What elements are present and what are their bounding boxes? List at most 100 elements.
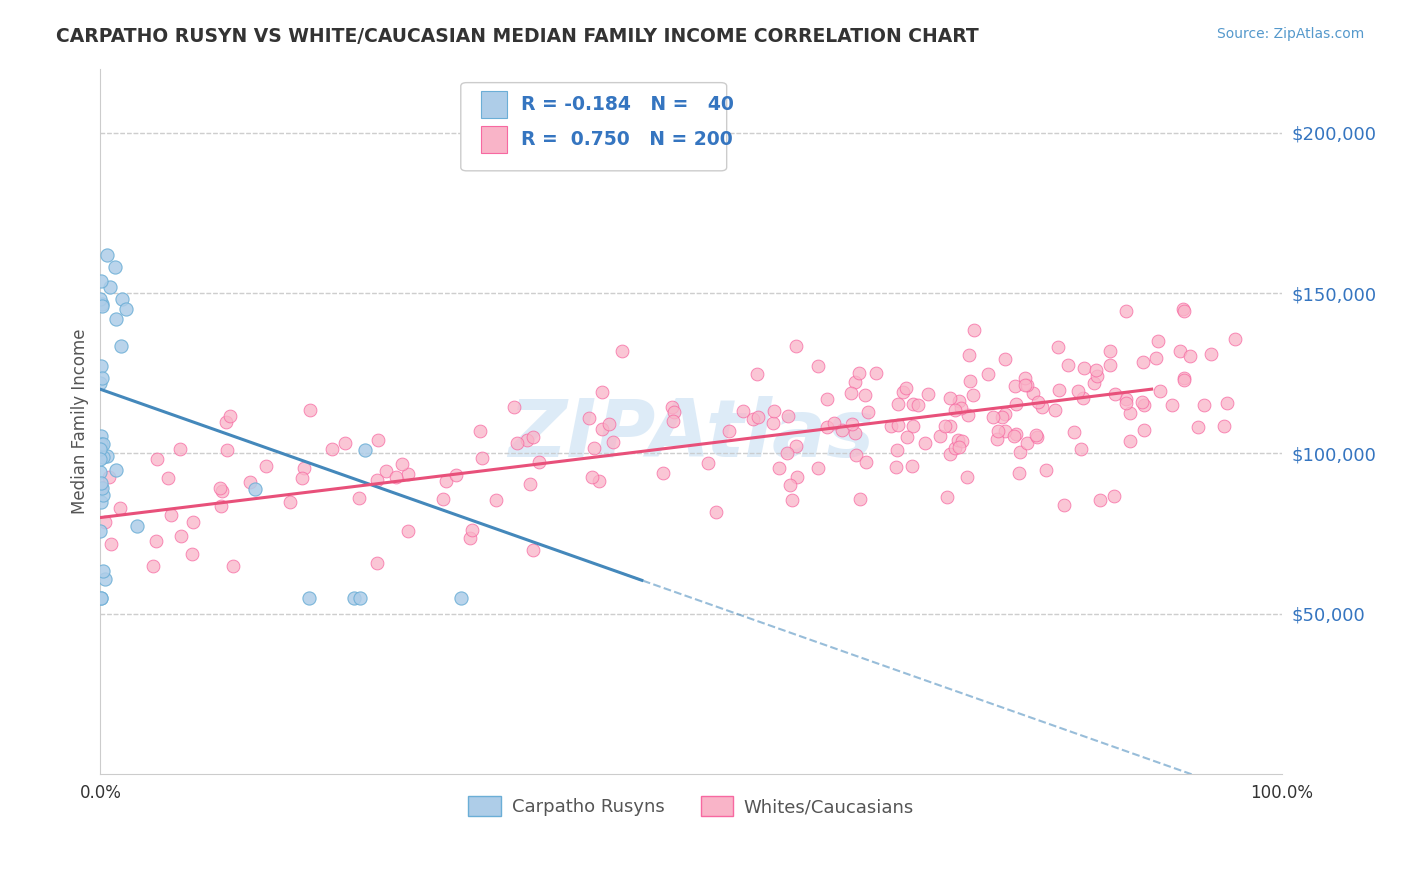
Point bbox=[90, 437, 112, 451]
Text: R =  0.750   N = 200: R = 0.750 N = 200 bbox=[522, 130, 733, 149]
Point bbox=[578, 411, 600, 425]
Point bbox=[104, 463, 127, 477]
Point bbox=[914, 435, 936, 450]
Point bbox=[90, 481, 112, 495]
Point bbox=[1199, 346, 1222, 360]
Point bbox=[209, 499, 232, 513]
Point bbox=[89, 452, 111, 467]
Point bbox=[938, 418, 960, 433]
Point bbox=[502, 400, 524, 414]
Point bbox=[1005, 427, 1028, 442]
Point bbox=[1115, 395, 1137, 409]
Point bbox=[987, 425, 1010, 439]
Point bbox=[977, 367, 1000, 381]
Point bbox=[115, 301, 138, 316]
Point bbox=[785, 439, 807, 453]
Point bbox=[943, 403, 966, 417]
Point bbox=[949, 401, 972, 416]
Point bbox=[907, 399, 929, 413]
Point bbox=[901, 397, 924, 411]
Point bbox=[239, 475, 262, 490]
Point bbox=[1149, 384, 1171, 398]
Point bbox=[588, 475, 610, 489]
Point bbox=[848, 366, 870, 380]
Point bbox=[1187, 420, 1209, 434]
Point bbox=[1132, 355, 1154, 369]
Point bbox=[280, 495, 302, 509]
Point bbox=[298, 403, 321, 417]
Point bbox=[1047, 383, 1070, 397]
Point bbox=[90, 591, 112, 605]
Point bbox=[470, 424, 492, 438]
Point bbox=[111, 293, 134, 307]
Point bbox=[90, 475, 112, 490]
Point bbox=[884, 460, 907, 475]
Point bbox=[959, 349, 981, 363]
Point bbox=[1119, 406, 1142, 420]
Point bbox=[1083, 376, 1105, 390]
Point bbox=[936, 490, 959, 504]
Point bbox=[591, 422, 613, 436]
Point bbox=[98, 279, 121, 293]
Point bbox=[742, 412, 765, 426]
Point bbox=[865, 367, 887, 381]
Point bbox=[181, 515, 204, 529]
Point bbox=[661, 400, 683, 414]
Bar bbox=[481, 91, 508, 118]
Point bbox=[93, 515, 115, 529]
Point bbox=[217, 442, 239, 457]
Point bbox=[396, 524, 419, 539]
Point bbox=[1015, 378, 1038, 392]
Point bbox=[762, 404, 785, 418]
Point bbox=[747, 409, 769, 424]
Point bbox=[939, 447, 962, 461]
Point bbox=[991, 410, 1014, 425]
Point bbox=[986, 432, 1008, 446]
Point bbox=[956, 408, 979, 422]
Point bbox=[1147, 334, 1170, 348]
Point bbox=[785, 338, 807, 352]
Point bbox=[221, 558, 243, 573]
Point bbox=[1192, 398, 1215, 412]
Point bbox=[1088, 493, 1111, 508]
Point bbox=[807, 461, 830, 475]
Point bbox=[1133, 398, 1156, 412]
Point bbox=[591, 384, 613, 399]
Point bbox=[89, 376, 111, 391]
Point bbox=[349, 591, 371, 605]
Point bbox=[943, 441, 966, 455]
Text: ZIPAtlas: ZIPAtlas bbox=[508, 396, 875, 475]
Point bbox=[1004, 379, 1026, 393]
Point bbox=[853, 388, 876, 402]
Point bbox=[779, 478, 801, 492]
Point bbox=[807, 359, 830, 374]
Point bbox=[398, 467, 420, 481]
Point bbox=[1070, 442, 1092, 456]
Point bbox=[776, 409, 799, 423]
Point bbox=[768, 460, 790, 475]
Point bbox=[786, 470, 808, 484]
Point bbox=[1010, 445, 1032, 459]
Point bbox=[849, 491, 872, 506]
Point bbox=[90, 591, 112, 605]
Point bbox=[335, 436, 357, 450]
Point bbox=[887, 418, 910, 433]
Point bbox=[366, 474, 388, 488]
Point bbox=[450, 591, 472, 605]
Point bbox=[1173, 373, 1195, 387]
Point bbox=[939, 392, 962, 406]
Point bbox=[169, 442, 191, 456]
Point bbox=[880, 419, 903, 434]
Point bbox=[291, 471, 314, 485]
Point bbox=[1223, 332, 1246, 346]
Point bbox=[963, 323, 986, 337]
Point bbox=[90, 275, 112, 289]
Point bbox=[581, 469, 603, 483]
Point bbox=[96, 449, 118, 463]
Point bbox=[891, 384, 914, 399]
Point bbox=[347, 491, 370, 506]
Point bbox=[1026, 395, 1049, 409]
Point bbox=[93, 572, 115, 586]
Point bbox=[815, 392, 838, 406]
Point bbox=[651, 467, 673, 481]
